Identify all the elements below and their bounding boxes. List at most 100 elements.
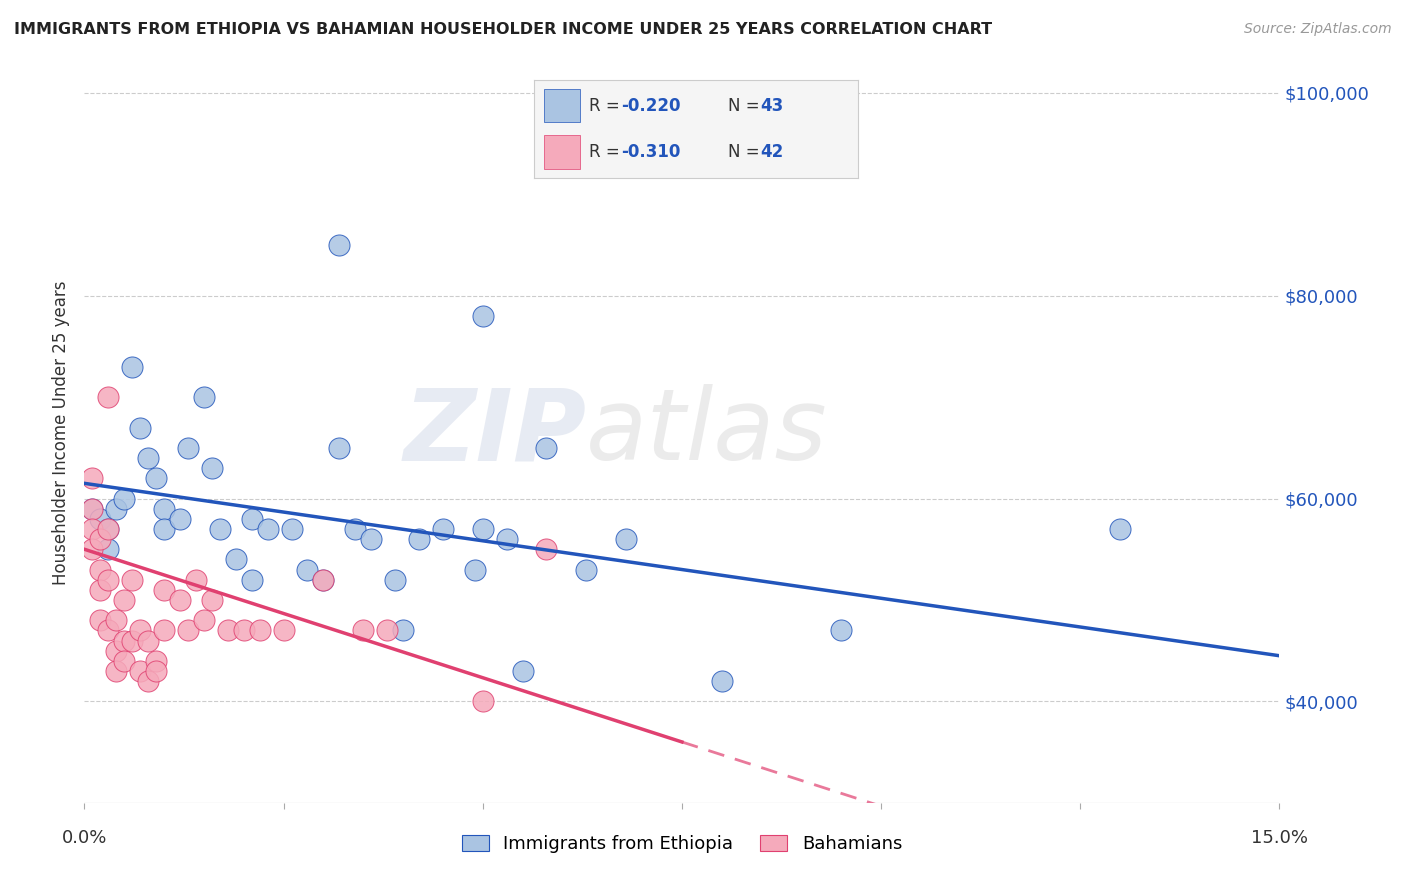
Point (82, 471, 104, 485)
Y-axis label: Householder Income Under 25 years: Householder Income Under 25 years (52, 280, 70, 585)
Point (328, 238, 350, 252)
Text: N =: N = (728, 97, 765, 115)
Point (297, 562, 319, 576)
Text: R =: R = (589, 143, 626, 161)
Point (82, 542, 104, 557)
Point (240, 573, 263, 587)
Point (208, 522, 231, 536)
Point (471, 309, 494, 323)
Point (82, 501, 104, 516)
Point (512, 664, 534, 678)
Point (384, 573, 406, 587)
Point (153, 624, 176, 638)
Point (145, 471, 167, 485)
Point (169, 512, 191, 526)
Point (232, 624, 254, 638)
Point (105, 613, 128, 627)
Point (464, 562, 486, 576)
Point (136, 450, 159, 465)
Point (105, 643, 128, 657)
Point (121, 633, 143, 648)
Point (112, 633, 135, 648)
Point (328, 441, 350, 455)
Point (536, 441, 558, 455)
Point (614, 532, 637, 546)
Point (177, 624, 200, 638)
Point (1109, 522, 1132, 536)
Point (97, 573, 120, 587)
Text: 15.0%: 15.0% (1251, 829, 1308, 847)
Point (82, 522, 104, 536)
Text: IMMIGRANTS FROM ETHIOPIA VS BAHAMIAN HOUSEHOLDER INCOME UNDER 25 YEARS CORRELATI: IMMIGRANTS FROM ETHIOPIA VS BAHAMIAN HOU… (14, 22, 993, 37)
Point (193, 390, 215, 404)
Point (344, 522, 367, 536)
Point (184, 573, 207, 587)
Point (97, 522, 120, 536)
Point (97, 522, 120, 536)
Text: R =: R = (589, 97, 626, 115)
Point (112, 654, 135, 668)
Point (177, 441, 200, 455)
Point (105, 501, 128, 516)
Point (256, 522, 278, 536)
Point (312, 573, 335, 587)
Point (97, 542, 120, 557)
Point (145, 664, 167, 678)
FancyBboxPatch shape (544, 89, 579, 122)
Point (112, 491, 135, 506)
Point (375, 624, 398, 638)
Point (830, 624, 852, 638)
Legend: Immigrants from Ethiopia, Bahamians: Immigrants from Ethiopia, Bahamians (454, 828, 910, 861)
Point (201, 461, 224, 475)
Point (136, 633, 159, 648)
Point (153, 582, 176, 597)
Point (432, 522, 454, 536)
FancyBboxPatch shape (544, 136, 579, 169)
Point (82, 501, 104, 516)
Text: ZIP: ZIP (404, 384, 586, 481)
Point (129, 624, 152, 638)
Text: Source: ZipAtlas.com: Source: ZipAtlas.com (1244, 22, 1392, 37)
Point (710, 674, 733, 689)
Point (89, 582, 111, 597)
Text: 0.0%: 0.0% (62, 829, 107, 847)
Point (89, 512, 111, 526)
Point (240, 512, 263, 526)
Point (89, 562, 111, 576)
Point (105, 664, 128, 678)
Point (273, 624, 295, 638)
Point (201, 593, 224, 607)
Point (471, 522, 494, 536)
Point (360, 532, 382, 546)
Point (408, 532, 430, 546)
Point (249, 624, 271, 638)
Point (169, 593, 191, 607)
Point (89, 613, 111, 627)
Point (280, 522, 302, 536)
Point (225, 552, 247, 566)
Point (145, 654, 167, 668)
Point (136, 674, 159, 689)
Text: 43: 43 (761, 97, 785, 115)
Point (153, 522, 176, 536)
Point (471, 694, 494, 708)
Text: atlas: atlas (586, 384, 828, 481)
Point (495, 532, 517, 546)
Point (352, 624, 374, 638)
Point (153, 501, 176, 516)
Point (312, 573, 335, 587)
Point (97, 624, 120, 638)
Text: 42: 42 (761, 143, 785, 161)
Point (97, 390, 120, 404)
Point (129, 420, 152, 434)
Point (129, 664, 152, 678)
Text: -0.220: -0.220 (621, 97, 681, 115)
Point (392, 624, 415, 638)
Point (217, 624, 239, 638)
Point (121, 573, 143, 587)
Point (121, 359, 143, 374)
Point (112, 593, 135, 607)
Point (536, 542, 558, 557)
Point (193, 613, 215, 627)
Point (575, 562, 598, 576)
